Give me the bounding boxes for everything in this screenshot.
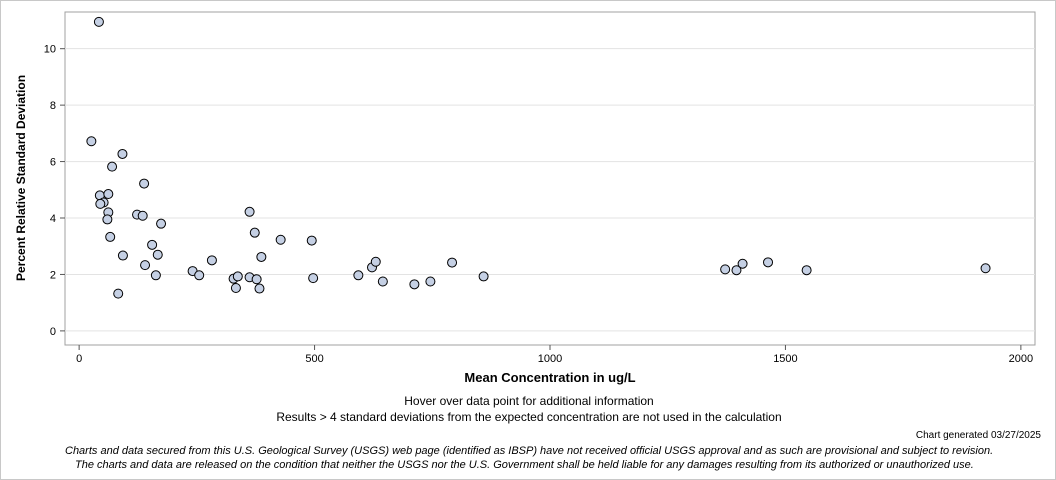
- data-point[interactable]: [86, 136, 97, 147]
- data-point[interactable]: [425, 276, 436, 287]
- data-point[interactable]: [95, 198, 106, 209]
- hover-note: Hover over data point for additional inf…: [404, 394, 654, 408]
- x-axis-label: Mean Concentration in ug/L: [464, 370, 635, 385]
- data-point[interactable]: [763, 257, 774, 268]
- data-point[interactable]: [137, 210, 148, 221]
- data-point[interactable]: [275, 234, 286, 245]
- data-point[interactable]: [103, 189, 114, 200]
- results-note: Results > 4 standard deviations from the…: [276, 410, 782, 424]
- x-tick-label: 1500: [773, 353, 797, 365]
- data-point[interactable]: [102, 214, 113, 225]
- data-point[interactable]: [370, 256, 381, 267]
- x-tick-label: 0: [76, 353, 82, 365]
- axis-ticks: 0 2 4 6 8 10 0 500 1000 1500 2000: [44, 44, 1033, 365]
- data-point[interactable]: [731, 265, 742, 276]
- data-point[interactable]: [306, 235, 317, 246]
- y-tick-label: 0: [50, 326, 56, 338]
- y-tick-label: 8: [50, 100, 56, 112]
- data-point[interactable]: [353, 270, 364, 281]
- data-point[interactable]: [447, 257, 458, 268]
- data-point[interactable]: [117, 250, 128, 261]
- y-tick-label: 2: [50, 269, 56, 281]
- data-points: [86, 16, 991, 299]
- disclaimer-line-2: The charts and data are released on the …: [75, 459, 974, 471]
- data-point[interactable]: [308, 273, 319, 284]
- data-point[interactable]: [244, 206, 255, 217]
- data-point[interactable]: [737, 258, 748, 269]
- data-point[interactable]: [254, 283, 265, 294]
- data-point[interactable]: [232, 271, 243, 282]
- x-tick-label: 1000: [538, 353, 562, 365]
- scatter-chart: 0 2 4 6 8 10 0 500 1000 1500 2000 Mean Concentrati…: [14, 11, 1036, 385]
- data-point[interactable]: [409, 279, 420, 290]
- data-point[interactable]: [147, 239, 158, 250]
- data-point[interactable]: [249, 227, 260, 238]
- x-tick-label: 500: [305, 353, 323, 365]
- data-point[interactable]: [107, 161, 118, 172]
- y-axis-label: Percent Relative Standard Deviation: [14, 75, 28, 281]
- data-point[interactable]: [230, 282, 241, 293]
- data-point[interactable]: [377, 276, 388, 287]
- data-point[interactable]: [139, 178, 150, 189]
- plot-area: [64, 11, 1036, 346]
- data-point[interactable]: [720, 264, 731, 275]
- data-point[interactable]: [105, 231, 116, 242]
- x-tick-label: 2000: [1009, 353, 1033, 365]
- data-point[interactable]: [801, 265, 812, 276]
- data-point[interactable]: [93, 16, 104, 27]
- y-tick-label: 4: [50, 213, 56, 225]
- data-point[interactable]: [478, 271, 489, 282]
- data-point[interactable]: [206, 255, 217, 266]
- data-point[interactable]: [980, 263, 991, 274]
- data-point[interactable]: [140, 260, 151, 271]
- grid-lines: [65, 48, 1035, 332]
- data-point[interactable]: [113, 288, 124, 299]
- data-point[interactable]: [256, 251, 267, 262]
- y-tick-label: 6: [50, 157, 56, 169]
- data-point[interactable]: [152, 249, 163, 260]
- data-point[interactable]: [251, 274, 262, 285]
- data-point[interactable]: [194, 270, 205, 281]
- y-tick-label: 10: [44, 44, 56, 56]
- data-point[interactable]: [117, 148, 128, 159]
- data-point[interactable]: [156, 218, 167, 229]
- disclaimer-line-1: Charts and data secured from this U.S. G…: [65, 445, 994, 457]
- data-point[interactable]: [150, 270, 161, 281]
- chart-generated-date: Chart generated 03/27/2025: [915, 430, 1041, 441]
